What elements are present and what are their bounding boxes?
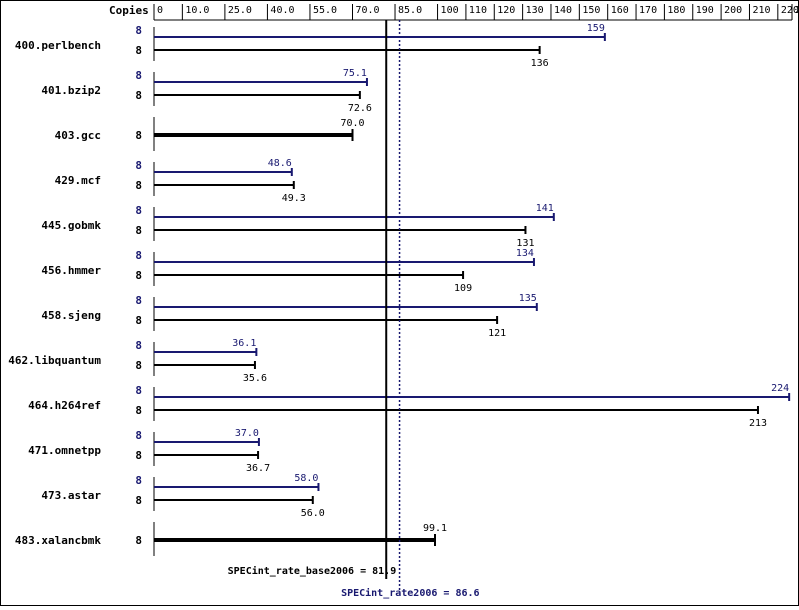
reference-lines: SPECint_rate_base2006 = 81.9 SPECint_rate…	[228, 20, 480, 599]
base-value-label: 121	[488, 328, 506, 339]
x-tick-label: 150	[582, 5, 600, 16]
x-tick-label: 10.0	[185, 5, 209, 16]
base-mean-label: SPECint_rate_base2006 = 81.9	[228, 565, 397, 577]
x-tick-label: 190	[696, 5, 714, 16]
base-value-label: 136	[531, 58, 549, 69]
benchmark-label: 400.perlbench	[15, 39, 101, 52]
x-axis: 0 10.0 25.0 40.0 55.0 70.0 85.0 100 110 120 130 140…	[153, 4, 799, 21]
peak-value-label: 159	[587, 23, 605, 34]
x-tick-label: 130	[526, 5, 544, 16]
peak-value-label: 134	[516, 248, 534, 259]
peak-value-label: 37.0	[235, 428, 259, 439]
benchmark-label: 456.hmmer	[41, 264, 101, 277]
benchmark-label: 473.astar	[41, 489, 101, 502]
peak-copies: 8	[135, 474, 142, 487]
benchmark-label: 462.libquantum	[8, 354, 101, 367]
base-value-label: 70.0	[340, 118, 364, 129]
x-tick-label: 225	[795, 5, 798, 16]
base-value-label: 131	[516, 238, 534, 249]
x-tick-label: 200	[724, 5, 742, 16]
x-tick-label: 25.0	[228, 5, 252, 16]
benchmark-labels: 400.perlbench 8 8 401.bzip2 8 8 403.gcc 8 429.mc…	[8, 24, 142, 547]
peak-value-label: 141	[536, 203, 554, 214]
copies: 8	[135, 534, 142, 547]
x-tick-label: 100	[441, 5, 459, 16]
base-value-label: 49.3	[282, 193, 306, 204]
x-tick-label: 55.0	[313, 5, 337, 16]
base-copies: 8	[135, 89, 142, 102]
base-value-label: 56.0	[301, 508, 325, 519]
x-tick-label: 170	[639, 5, 657, 16]
base-copies: 8	[135, 494, 142, 507]
x-tick-label: 220	[781, 5, 798, 16]
base-copies: 8	[135, 179, 142, 192]
peak-copies: 8	[135, 249, 142, 262]
base-value-label: 35.6	[243, 373, 267, 384]
base-copies: 8	[135, 314, 142, 327]
benchmark-label: 401.bzip2	[41, 84, 101, 97]
peak-mean-label: SPECint_rate2006 = 86.6	[341, 587, 479, 599]
peak-value-label: 48.6	[268, 158, 292, 169]
benchmark-label: 403.gcc	[55, 129, 101, 142]
x-tick-label: 120	[497, 5, 515, 16]
x-tick-label: 180	[667, 5, 685, 16]
peak-copies: 8	[135, 69, 142, 82]
copies-header: Copies	[109, 4, 149, 17]
peak-value-label: 58.0	[294, 473, 318, 484]
x-tick-label: 40.0	[270, 5, 294, 16]
peak-copies: 8	[135, 429, 142, 442]
peak-copies: 8	[135, 339, 142, 352]
peak-value-label: 224	[771, 383, 789, 394]
peak-copies: 8	[135, 294, 142, 307]
base-value-label: 213	[749, 418, 767, 429]
x-tick-label: 110	[469, 5, 487, 16]
peak-value-label: 75.1	[343, 68, 367, 79]
base-value-label: 72.6	[348, 103, 372, 114]
base-copies: 8	[135, 449, 142, 462]
x-tick-label: 70.0	[355, 5, 379, 16]
x-tick-label: 140	[554, 5, 572, 16]
benchmark-label: 458.sjeng	[41, 309, 101, 322]
copies: 8	[135, 129, 142, 142]
base-copies: 8	[135, 359, 142, 372]
base-value-label: 36.7	[246, 463, 270, 474]
peak-copies: 8	[135, 159, 142, 172]
x-tick-label: 160	[611, 5, 629, 16]
base-value-label: 99.1	[423, 523, 447, 534]
benchmark-label: 429.mcf	[55, 174, 101, 187]
peak-copies: 8	[135, 204, 142, 217]
benchmark-label: 483.xalancbmk	[15, 534, 101, 547]
base-copies: 8	[135, 269, 142, 282]
base-copies: 8	[135, 404, 142, 417]
x-tick-label: 210	[752, 5, 770, 16]
peak-value-label: 135	[519, 293, 537, 304]
benchmark-label: 464.h264ref	[28, 399, 101, 412]
peak-copies: 8	[135, 384, 142, 397]
base-copies: 8	[135, 44, 142, 57]
peak-copies: 8	[135, 24, 142, 37]
x-tick-label: 0	[157, 5, 163, 16]
x-tick-label: 85.0	[398, 5, 422, 16]
base-copies: 8	[135, 224, 142, 237]
base-value-label: 109	[454, 283, 472, 294]
peak-value-label: 36.1	[232, 338, 256, 349]
benchmark-label: 471.omnetpp	[28, 444, 101, 457]
benchmark-label: 445.gobmk	[41, 219, 101, 232]
